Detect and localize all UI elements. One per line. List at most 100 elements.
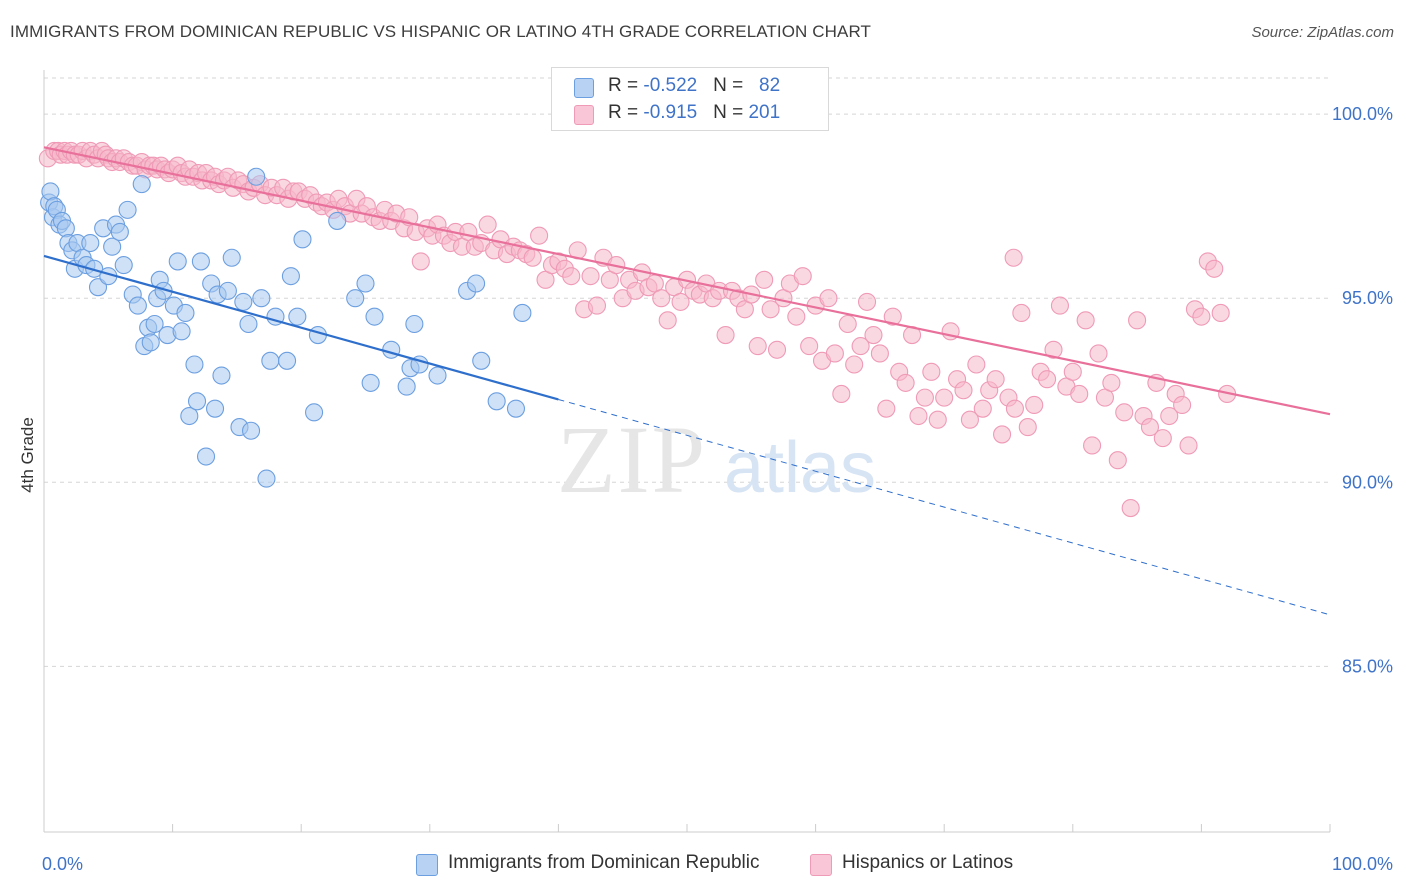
- point-pink-143: [819, 289, 838, 308]
- point-pink-174: [1018, 418, 1037, 437]
- point-pink-148: [851, 337, 870, 356]
- r-label: R =: [608, 75, 644, 96]
- point-blue-61: [288, 307, 307, 326]
- n-value: 201: [748, 102, 781, 123]
- point-pink-172: [1005, 399, 1024, 418]
- point-pink-167: [973, 399, 992, 418]
- x-tick-label-1: 100.0%: [1332, 854, 1393, 874]
- point-pink-191: [1128, 311, 1147, 330]
- point-pink-153: [883, 307, 902, 326]
- point-blue-57: [261, 351, 280, 370]
- point-pink-120: [671, 292, 690, 311]
- point-pink-185: [1089, 344, 1108, 363]
- r-label: R =: [608, 102, 644, 123]
- point-blue-7: [56, 219, 75, 238]
- y-tick-label-1: 95.0%: [1342, 288, 1393, 308]
- point-pink-79: [411, 252, 430, 271]
- point-blue-29: [141, 333, 160, 352]
- legend-text-dominican: R = -0.522 N = 82: [608, 75, 780, 97]
- point-blue-75: [428, 366, 447, 385]
- point-pink-173: [1012, 303, 1031, 323]
- bottom-legend-label-hispanic: Hispanics or Latinos: [842, 852, 1014, 873]
- legend-swatch-blue: [574, 78, 594, 98]
- point-pink-201: [1192, 307, 1211, 326]
- watermark: ZIP atlas: [557, 406, 876, 513]
- point-blue-77: [467, 274, 486, 293]
- point-blue-55: [252, 289, 271, 308]
- point-blue-51: [234, 292, 253, 311]
- point-pink-188: [1108, 451, 1127, 470]
- point-pink-179: [1050, 296, 1069, 315]
- point-pink-161: [935, 388, 954, 407]
- point-pink-90: [478, 215, 497, 234]
- point-blue-73: [405, 314, 424, 334]
- bottom-legend-swatch-pink: [810, 854, 832, 876]
- point-pink-165: [960, 410, 979, 429]
- point-pink-149: [857, 292, 877, 311]
- watermark-zip: ZIP: [557, 406, 707, 513]
- point-blue-45: [205, 399, 225, 418]
- point-pink-189: [1115, 403, 1134, 422]
- point-pink-107: [587, 296, 607, 315]
- point-blue-78: [472, 351, 491, 370]
- point-pink-166: [967, 355, 986, 374]
- legend-text-hispanic: R = -0.915 N = 201: [608, 102, 780, 124]
- r-value: -0.522: [643, 75, 698, 96]
- point-pink-159: [922, 362, 941, 381]
- point-blue-38: [176, 303, 195, 323]
- point-pink-146: [838, 314, 857, 334]
- point-pink-127: [716, 325, 735, 345]
- bottom-legend-swatch-blue: [416, 854, 438, 876]
- point-blue-21: [110, 222, 129, 242]
- point-pink-98: [530, 226, 549, 245]
- point-blue-70: [382, 340, 401, 359]
- point-pink-155: [896, 373, 915, 392]
- point-pink-187: [1102, 373, 1121, 392]
- point-blue-19: [103, 237, 122, 256]
- point-pink-152: [877, 399, 896, 418]
- point-pink-182: [1070, 384, 1089, 403]
- point-pink-134: [761, 300, 780, 319]
- point-pink-169: [986, 370, 1005, 389]
- point-blue-48: [218, 281, 237, 300]
- point-blue-49: [222, 248, 241, 267]
- point-blue-40: [185, 355, 204, 374]
- series-hispanics-points: [38, 141, 1237, 518]
- point-pink-150: [864, 325, 883, 345]
- point-pink-158: [915, 388, 934, 407]
- n-label: N =: [713, 75, 749, 96]
- point-pink-147: [845, 355, 864, 374]
- point-pink-140: [800, 337, 819, 356]
- point-blue-43: [196, 447, 216, 466]
- point-blue-16: [88, 278, 108, 297]
- point-pink-132: [748, 337, 767, 356]
- point-blue-37: [172, 322, 191, 341]
- point-blue-41: [187, 392, 207, 411]
- point-pink-118: [658, 311, 677, 330]
- point-pink-181: [1063, 362, 1082, 381]
- n-label: N =: [713, 102, 749, 123]
- n-value: 82: [759, 75, 781, 96]
- point-blue-39: [180, 406, 199, 426]
- point-pink-203: [1205, 259, 1224, 278]
- r-value: -0.915: [643, 102, 698, 123]
- point-blue-59: [278, 351, 297, 370]
- point-blue-22: [114, 256, 133, 275]
- axis-layer: 100.0% 95.0% 90.0% 85.0% 0.0% 100.0%: [42, 70, 1393, 874]
- point-blue-65: [328, 211, 347, 230]
- point-blue-42: [191, 252, 210, 271]
- point-pink-177: [1038, 370, 1057, 389]
- point-blue-53: [241, 421, 261, 440]
- point-blue-80: [506, 399, 526, 418]
- trend-line-pink: [43, 146, 1331, 416]
- point-blue-68: [361, 373, 380, 392]
- point-pink-193: [1140, 418, 1160, 437]
- source-label: Source: ZipAtlas.com: [1251, 24, 1394, 41]
- point-blue-23: [118, 200, 137, 219]
- point-pink-196: [1160, 406, 1179, 426]
- point-pink-103: [562, 267, 581, 286]
- grid-layer: [44, 77, 1330, 667]
- point-blue-26: [132, 175, 151, 194]
- point-pink-160: [928, 410, 947, 429]
